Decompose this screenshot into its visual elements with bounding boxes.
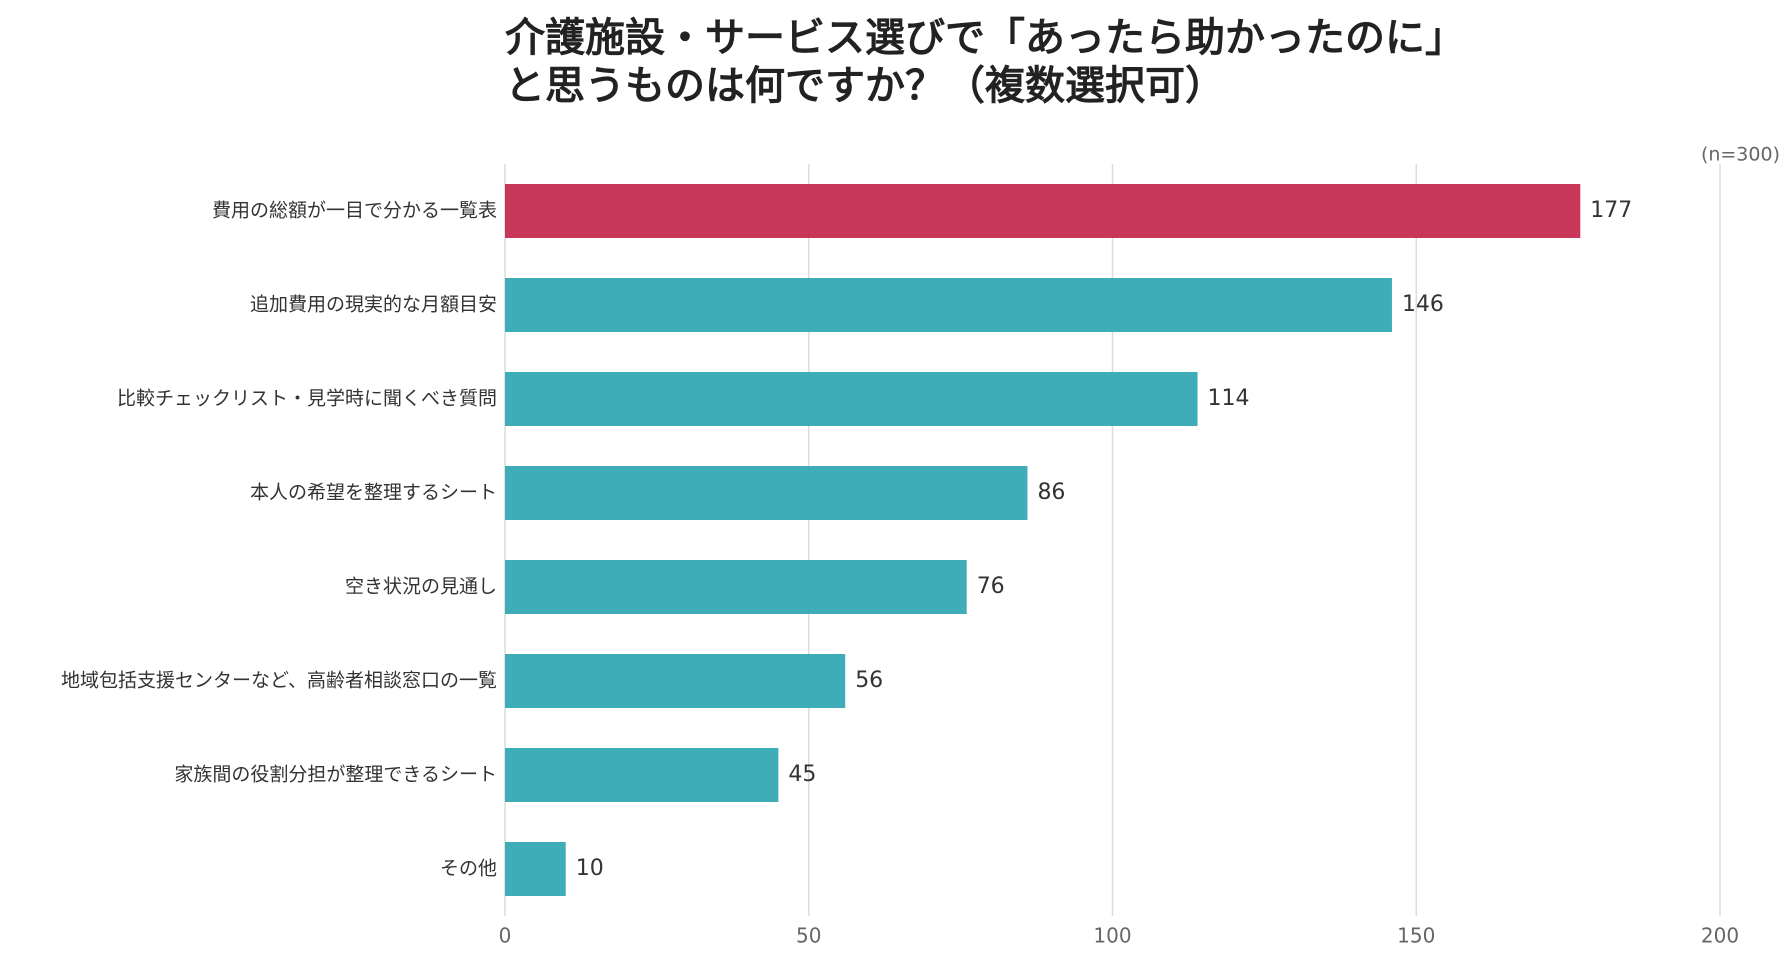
x-tick-label: 50 (796, 924, 821, 948)
x-tick-label: 100 (1093, 924, 1131, 948)
bar (505, 748, 779, 802)
sample-note: (n=300) (1701, 144, 1780, 166)
bar (505, 654, 846, 708)
y-tick-label: その他 (440, 858, 497, 880)
value-label: 177 (1590, 198, 1632, 223)
bar (505, 842, 566, 896)
bar (505, 372, 1198, 426)
y-tick-label: 空き状況の見通し (345, 576, 497, 598)
y-tick-label: 家族間の役割分担が整理できるシート (174, 764, 497, 786)
value-label: 45 (788, 762, 816, 787)
value-label: 86 (1037, 480, 1065, 505)
value-label: 146 (1402, 292, 1444, 317)
x-tick-label: 0 (499, 924, 512, 948)
chart-title: と思うものは何ですか？（複数選択可） (505, 63, 1225, 109)
value-label: 56 (855, 668, 883, 693)
y-tick-label: 追加費用の現実的な月額目安 (250, 294, 497, 316)
bar (505, 184, 1581, 238)
chart-title: 介護施設・サービス選びで「あったら助かったのに」 (505, 15, 1465, 61)
y-tick-label: 比較チェックリスト・見学時に聞くべき質問 (117, 388, 497, 410)
value-label: 10 (576, 856, 604, 881)
bar (505, 466, 1028, 520)
y-tick-label: 本人の希望を整理するシート (250, 482, 497, 504)
y-tick-label: 地域包括支援センターなど、高齢者相談窓口の一覧 (61, 670, 497, 692)
value-label: 114 (1208, 386, 1250, 411)
y-tick-label: 費用の総額が一目で分かる一覧表 (212, 200, 497, 222)
value-label: 76 (977, 574, 1005, 599)
x-tick-label: 150 (1397, 924, 1435, 948)
x-tick-label: 200 (1701, 924, 1739, 948)
bar (505, 278, 1392, 332)
bar (505, 560, 967, 614)
